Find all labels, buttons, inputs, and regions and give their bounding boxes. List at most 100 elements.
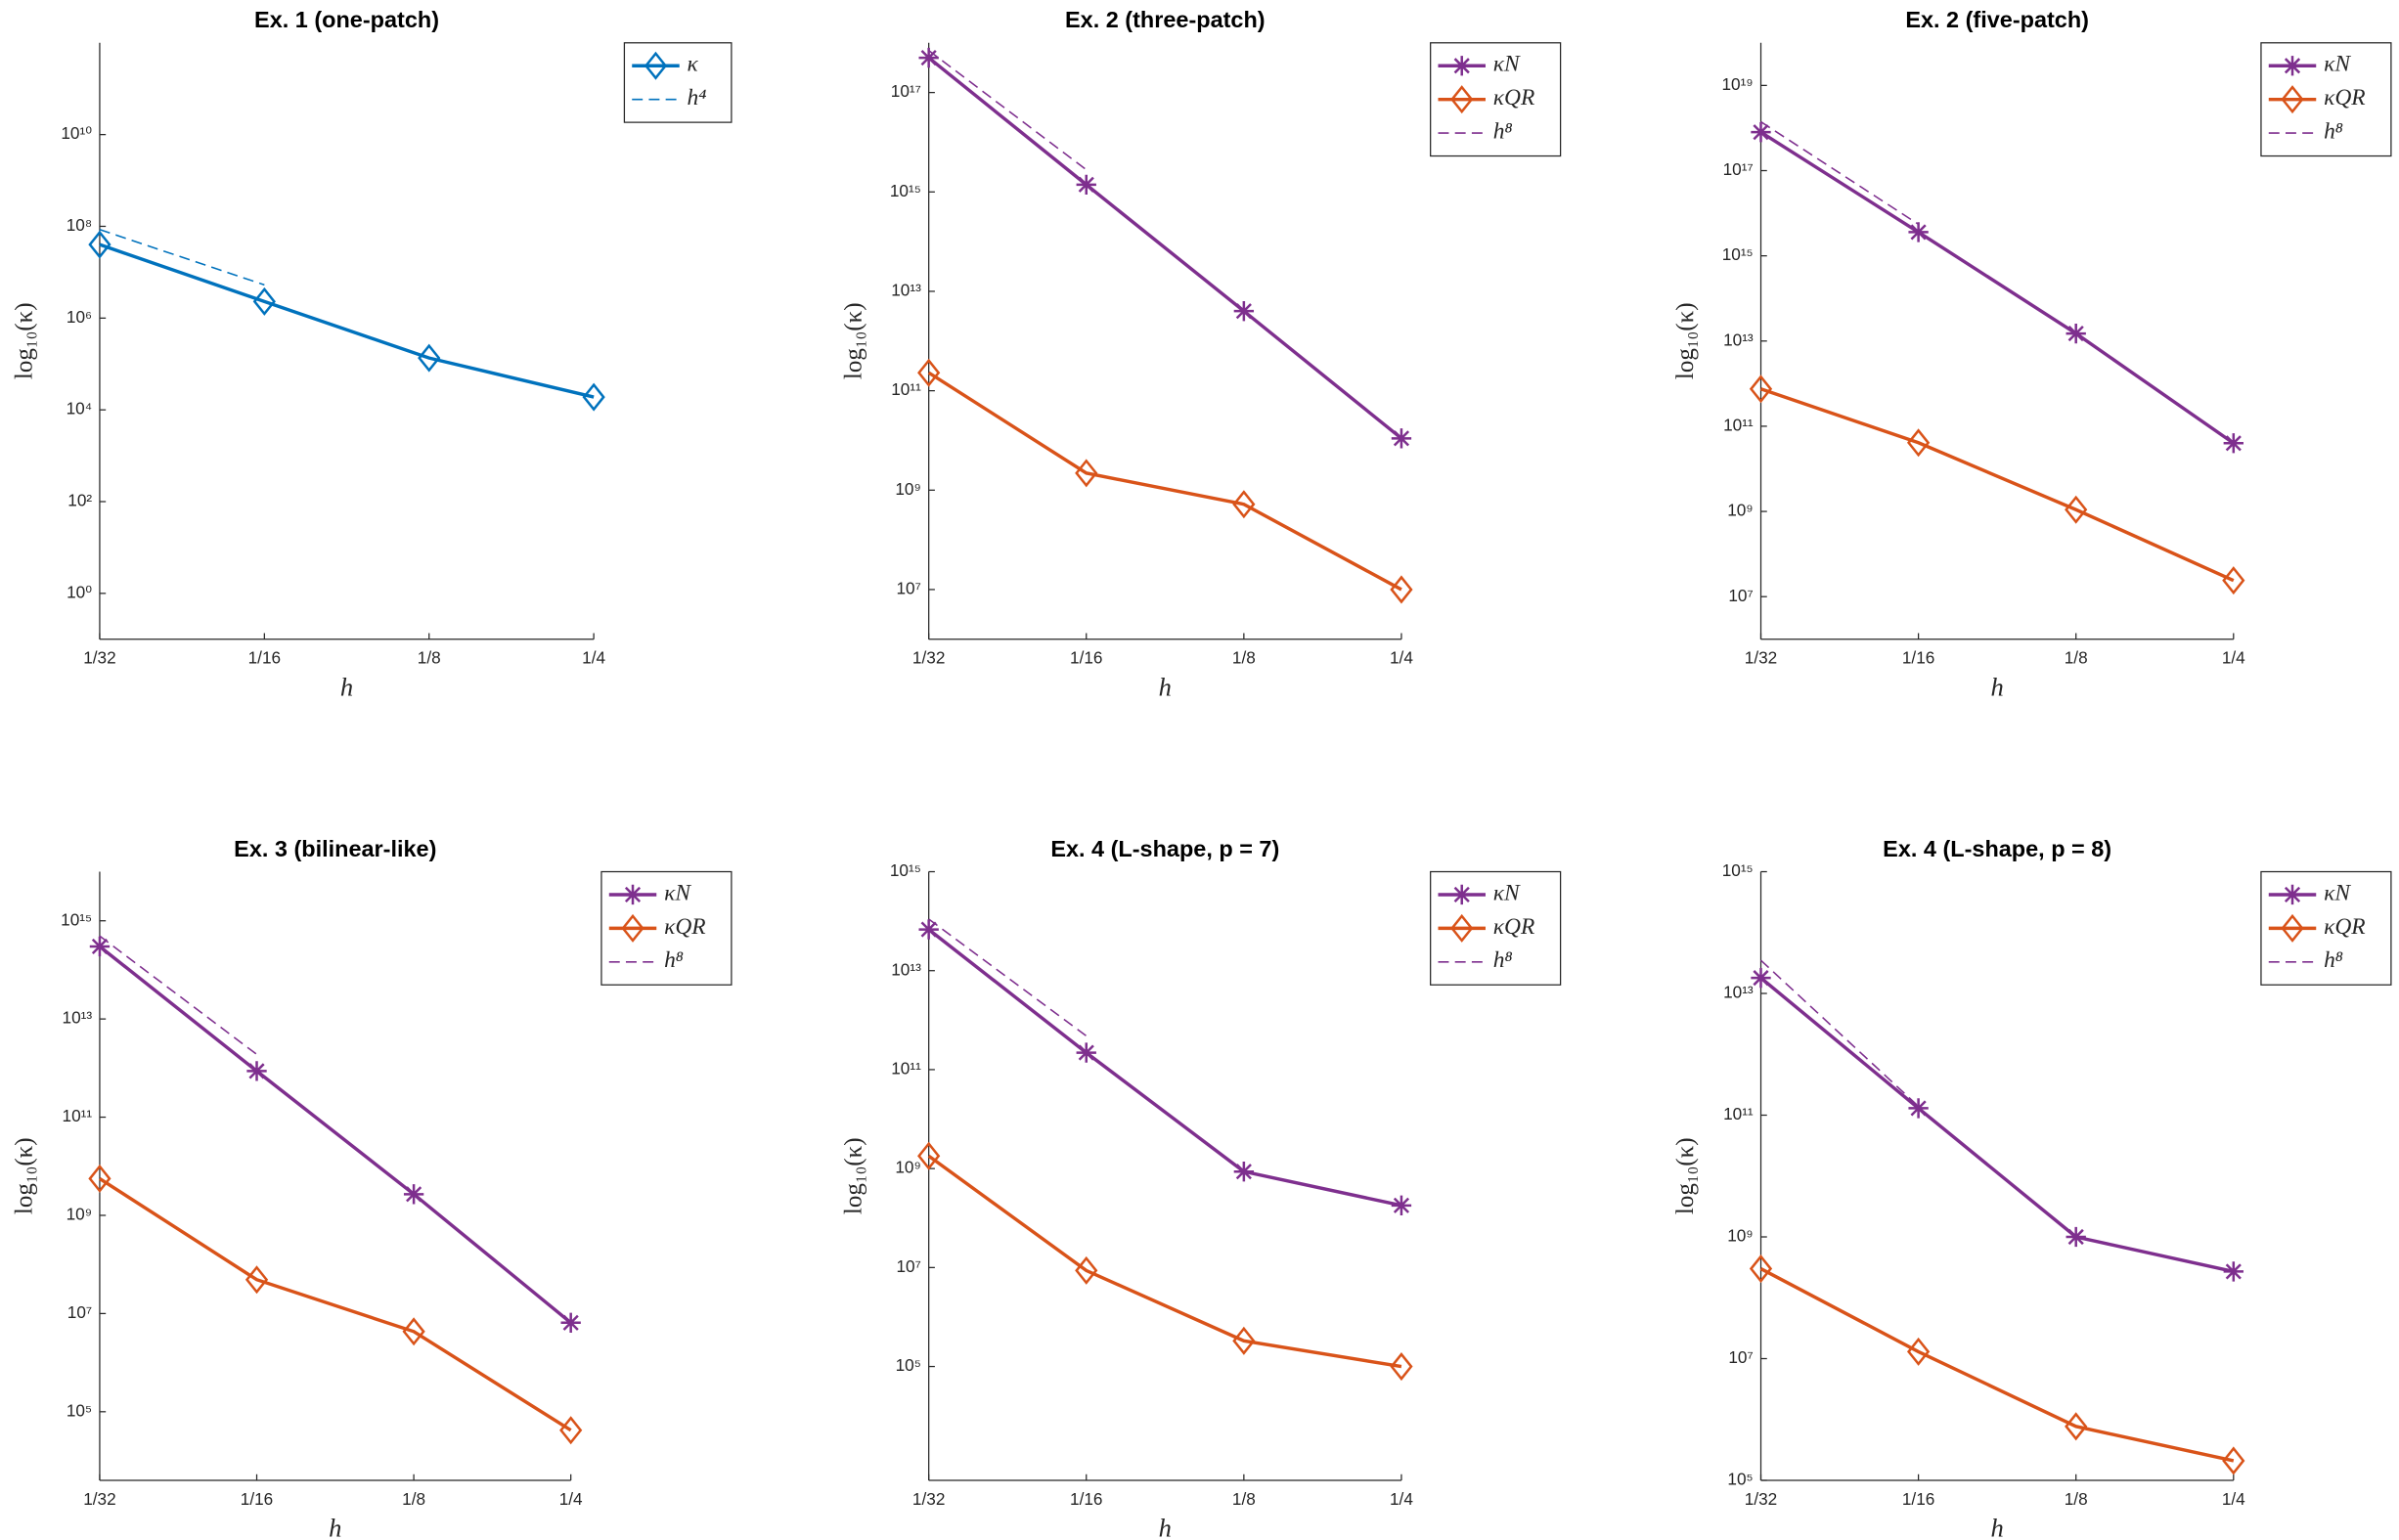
y-axis-label: log₁₀(κ) xyxy=(840,302,866,379)
point xyxy=(1391,1195,1412,1215)
series-line xyxy=(99,229,265,286)
y-tick-label: 10¹⁵ xyxy=(61,909,92,929)
x-axis-label: h xyxy=(1159,672,1172,701)
y-tick-label: 10¹⁰ xyxy=(61,123,92,143)
x-tick-label: 1/16 xyxy=(1070,1489,1102,1509)
y-tick-label: 10¹¹ xyxy=(1723,1104,1754,1123)
y-tick-label: 10¹⁵ xyxy=(1722,244,1754,264)
legend-label: κ xyxy=(688,52,699,77)
legend-label: κN xyxy=(2324,880,2351,905)
y-tick-label: 10⁷ xyxy=(896,578,920,597)
point xyxy=(1751,121,1771,143)
point xyxy=(403,1184,424,1205)
point xyxy=(1075,459,1098,488)
point xyxy=(1391,428,1412,449)
y-tick-label: 10¹⁷ xyxy=(1723,159,1754,179)
y-tick-label: 10¹³ xyxy=(891,959,921,979)
point xyxy=(1749,374,1773,404)
legend-marker xyxy=(621,913,644,943)
y-tick-label: 10⁶ xyxy=(67,307,92,327)
legend-label: κQR xyxy=(2324,85,2366,110)
chart-title: Ex. 2 (three-patch) xyxy=(1065,7,1266,32)
series-line xyxy=(927,1154,1402,1369)
y-axis-label: log₁₀(κ) xyxy=(12,302,38,379)
x-tick-label: 1/4 xyxy=(1390,1489,1413,1509)
y-tick-label: 10⁷ xyxy=(67,1302,92,1322)
y-tick-label: 10⁰ xyxy=(67,582,92,601)
x-tick-label: 1/8 xyxy=(2065,1489,2088,1509)
point xyxy=(2222,566,2245,595)
y-axis-label: log₁₀(κ) xyxy=(840,1137,866,1214)
legend-marker xyxy=(1450,913,1474,943)
legend-label: κQR xyxy=(2324,914,2366,940)
point xyxy=(402,1317,425,1346)
y-tick-label: 10⁷ xyxy=(1728,1347,1753,1367)
y-tick-label: 10⁴ xyxy=(67,399,93,418)
x-tick-label: 1/32 xyxy=(1745,648,1777,668)
x-axis-label: h xyxy=(1159,1514,1172,1540)
y-tick-label: 10¹⁵ xyxy=(890,860,921,880)
y-tick-label: 10¹¹ xyxy=(1723,415,1754,434)
y-tick-label: 10⁵ xyxy=(896,1355,921,1375)
legend-marker xyxy=(622,884,644,905)
x-tick-label: 1/4 xyxy=(2222,648,2245,668)
x-tick-label: 1/8 xyxy=(1232,648,1256,668)
point xyxy=(1390,1352,1413,1382)
legend-label: κQR xyxy=(1493,85,1535,110)
x-tick-label: 1/16 xyxy=(1902,648,1934,668)
x-axis-label: h xyxy=(1991,672,2004,701)
y-tick-label: 10⁹ xyxy=(895,1158,920,1177)
y-tick-label: 10¹⁵ xyxy=(1722,860,1754,880)
x-tick-label: 1/4 xyxy=(582,648,605,668)
y-tick-label: 10⁵ xyxy=(67,1400,92,1420)
chart-title: Ex. 4 (L-shape, p = 7) xyxy=(1050,836,1279,861)
legend-marker xyxy=(2282,56,2303,76)
legend-marker xyxy=(2282,884,2303,905)
legend-label: h⁸ xyxy=(2324,118,2343,144)
point xyxy=(2223,433,2244,454)
point xyxy=(2066,1226,2086,1248)
series-line xyxy=(1759,976,2235,1274)
point xyxy=(1232,1326,1256,1355)
y-axis-label: log₁₀(κ) xyxy=(1672,1137,1699,1214)
point xyxy=(88,1164,111,1193)
series-line xyxy=(1759,387,2235,583)
legend-marker xyxy=(1450,85,1474,114)
y-axis-label: log₁₀(κ) xyxy=(12,1137,38,1214)
point xyxy=(89,936,111,957)
x-axis-label: h xyxy=(340,672,353,701)
x-tick-label: 1/4 xyxy=(2222,1489,2245,1509)
series-line xyxy=(99,242,595,399)
series-line xyxy=(1759,130,2235,445)
point xyxy=(2223,1261,2244,1282)
point xyxy=(1390,575,1413,604)
chart-title: Ex. 4 (L-shape, p = 8) xyxy=(1883,836,2111,861)
series-line xyxy=(927,371,1402,592)
y-tick-label: 10⁹ xyxy=(895,479,920,499)
series-line xyxy=(927,56,1403,440)
legend-label: h⁸ xyxy=(1493,118,1513,144)
legend-marker xyxy=(2281,85,2304,114)
point xyxy=(2065,1412,2088,1441)
point xyxy=(1908,222,1929,242)
x-tick-label: 1/16 xyxy=(1902,1489,1934,1509)
x-tick-label: 1/4 xyxy=(559,1489,583,1509)
point xyxy=(559,1416,583,1445)
series-line xyxy=(1760,120,1920,226)
point xyxy=(918,919,939,940)
point xyxy=(1751,967,1771,989)
y-tick-label: 10⁷ xyxy=(896,1256,920,1276)
y-tick-label: 10¹³ xyxy=(1723,983,1754,1002)
x-tick-label: 1/16 xyxy=(1070,648,1102,668)
x-tick-label: 1/32 xyxy=(83,1489,115,1509)
x-tick-label: 1/32 xyxy=(1745,1489,1777,1509)
point xyxy=(917,1141,941,1170)
point xyxy=(252,286,276,316)
point xyxy=(2222,1446,2245,1475)
point xyxy=(2066,323,2086,344)
legend-label: κN xyxy=(1493,880,1521,905)
series-line xyxy=(927,928,1402,1208)
chart-title: Ex. 2 (five-patch) xyxy=(1905,7,2089,32)
y-tick-label: 10¹¹ xyxy=(891,1058,921,1078)
y-tick-label: 10⁵ xyxy=(1727,1470,1753,1489)
